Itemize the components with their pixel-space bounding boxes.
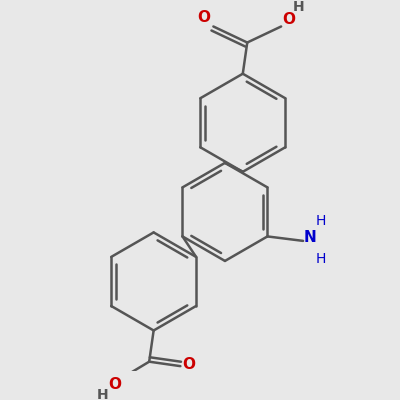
Text: N: N <box>304 230 317 245</box>
Text: O: O <box>198 10 211 25</box>
Text: O: O <box>182 357 195 372</box>
Text: O: O <box>108 377 122 392</box>
Text: H: H <box>316 214 326 228</box>
Text: H: H <box>293 0 304 14</box>
Text: H: H <box>316 252 326 266</box>
Text: O: O <box>282 12 295 27</box>
Text: H: H <box>96 388 108 400</box>
